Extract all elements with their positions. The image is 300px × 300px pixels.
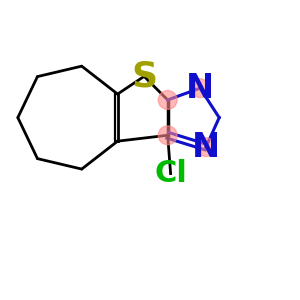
- Circle shape: [158, 91, 177, 110]
- Text: S: S: [131, 59, 157, 93]
- Circle shape: [196, 138, 215, 157]
- Text: Cl: Cl: [154, 159, 187, 188]
- Text: N: N: [186, 72, 214, 105]
- Circle shape: [190, 79, 209, 98]
- Circle shape: [158, 126, 177, 145]
- Text: N: N: [192, 130, 220, 164]
